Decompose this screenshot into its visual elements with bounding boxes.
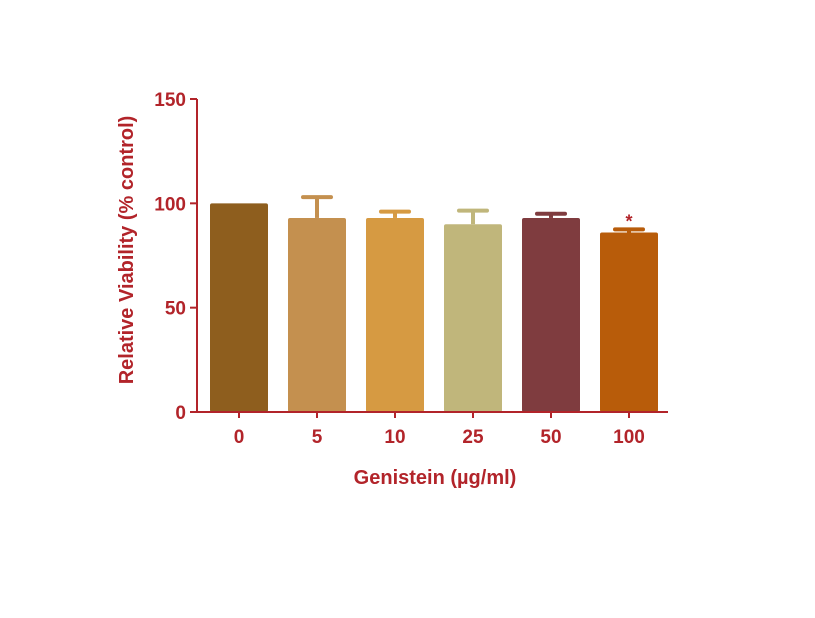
x-tick-label: 0 <box>234 427 245 448</box>
y-tick-label: 150 <box>154 90 186 111</box>
bar-50 <box>522 217 580 412</box>
y-tick-label: 0 <box>175 403 186 424</box>
bar-25 <box>444 224 502 412</box>
significance-marker: * <box>625 211 632 231</box>
x-axis-label: Genistein (µg/ml) <box>354 467 517 489</box>
bar-10 <box>366 217 424 412</box>
bar-0 <box>210 203 268 412</box>
bar-5 <box>288 217 346 412</box>
x-tick-label: 50 <box>540 427 561 448</box>
x-tick-label: 5 <box>312 427 323 448</box>
y-axis-label: Relative Viability (% control) <box>116 116 138 385</box>
bar-100 <box>600 232 658 412</box>
y-tick-label: 100 <box>154 194 186 215</box>
x-tick-label: 10 <box>384 427 405 448</box>
x-tick-label: 25 <box>462 427 484 448</box>
x-tick-label: 100 <box>613 427 645 448</box>
y-tick-label: 50 <box>165 299 186 320</box>
